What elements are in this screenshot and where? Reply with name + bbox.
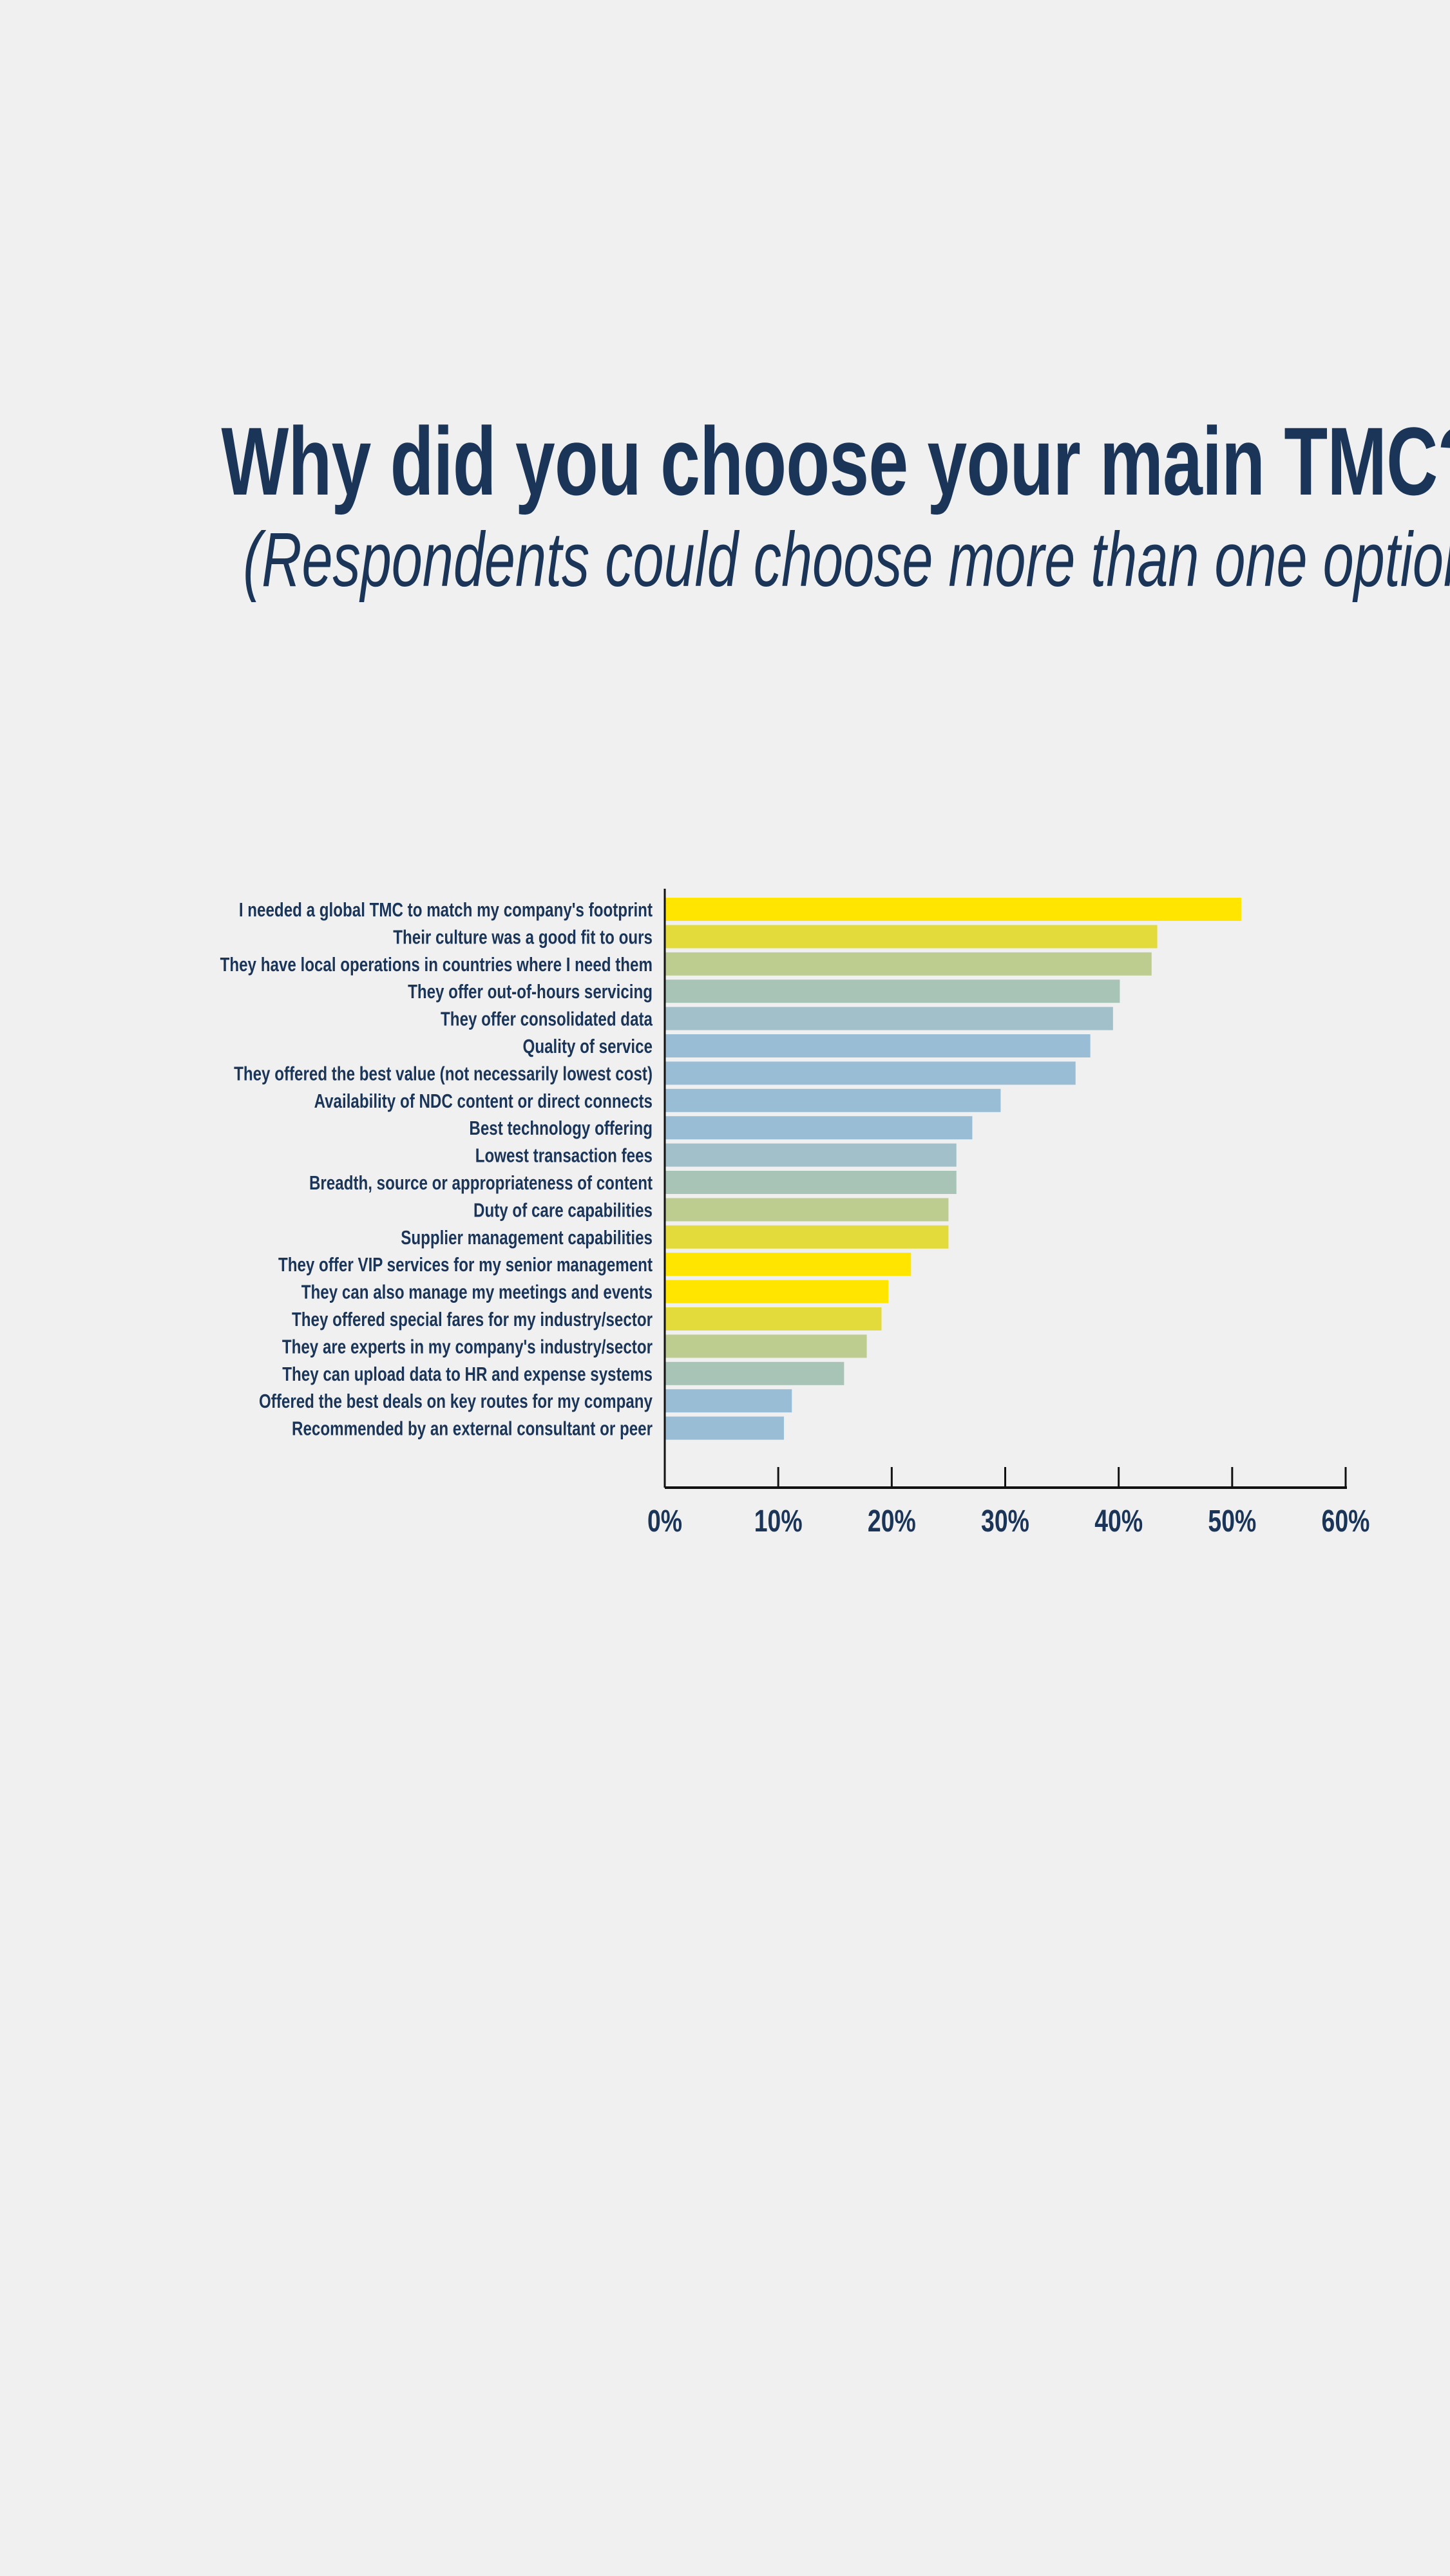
bar: [665, 1389, 792, 1413]
bar: [665, 1088, 1001, 1112]
bar: [665, 1034, 1091, 1057]
bar: [665, 1061, 1076, 1085]
bar: [665, 1198, 949, 1222]
bar: [665, 1253, 911, 1276]
category-label: Their culture was a good fit to ours: [393, 926, 653, 949]
category-label: They can upload data to HR and expense s…: [282, 1363, 653, 1385]
category-label: They can also manage my meetings and eve…: [301, 1281, 653, 1303]
bar: [665, 1416, 784, 1440]
bar: [665, 1007, 1113, 1030]
bar: [665, 952, 1152, 976]
category-label: Lowest transaction fees: [475, 1144, 653, 1167]
bar: [665, 980, 1120, 1003]
category-label: Availability of NDC content or direct co…: [314, 1090, 653, 1112]
category-label: Recommended by an external consultant or…: [292, 1417, 653, 1440]
x-tick-label: 50%: [1208, 1504, 1256, 1539]
bar: [665, 1116, 973, 1140]
bar: [665, 1361, 844, 1385]
bar: [665, 1280, 889, 1303]
category-label: Best technology offering: [469, 1117, 653, 1139]
category-label: Supplier management capabilities: [401, 1226, 653, 1249]
bar: [665, 1225, 949, 1249]
x-tick-label: 0%: [647, 1504, 682, 1539]
category-label: Quality of service: [523, 1035, 653, 1057]
bar: [665, 1143, 957, 1167]
chart-subtitle-text: (Respondents could choose more than one …: [243, 516, 1450, 603]
bar: [665, 1307, 882, 1331]
x-tick-label: 10%: [754, 1504, 803, 1539]
bar: [665, 1171, 957, 1194]
x-tick-label: 20%: [868, 1504, 916, 1539]
bar: [665, 925, 1158, 949]
category-label: They offered the best value (not necessa…: [234, 1063, 653, 1085]
x-tick-label: 60%: [1322, 1504, 1370, 1539]
category-label: Breadth, source or appropriateness of co…: [309, 1171, 653, 1194]
category-label: They are experts in my company's industr…: [282, 1336, 653, 1358]
category-label: They have local operations in countries …: [220, 953, 653, 976]
chart-subtitle: (Respondents could choose more than one …: [0, 515, 1450, 604]
category-label: Duty of care capabilities: [473, 1199, 653, 1222]
x-tick-label: 30%: [981, 1504, 1029, 1539]
chart-title-text: Why did you choose your main TMC?: [221, 407, 1450, 515]
category-label: They offered special fares for my indust…: [292, 1308, 653, 1331]
category-label: They offer out-of-hours servicing: [408, 980, 653, 1003]
chart-title: Why did you choose your main TMC?: [0, 406, 1450, 517]
category-label: Offered the best deals on key routes for…: [259, 1390, 653, 1412]
category-label: They offer consolidated data: [441, 1008, 653, 1030]
bar: [665, 898, 1241, 921]
x-tick-label: 40%: [1094, 1504, 1143, 1539]
bar: [665, 1334, 867, 1358]
category-label: They offer VIP services for my senior ma…: [278, 1253, 653, 1276]
category-label: I needed a global TMC to match my compan…: [239, 898, 653, 921]
